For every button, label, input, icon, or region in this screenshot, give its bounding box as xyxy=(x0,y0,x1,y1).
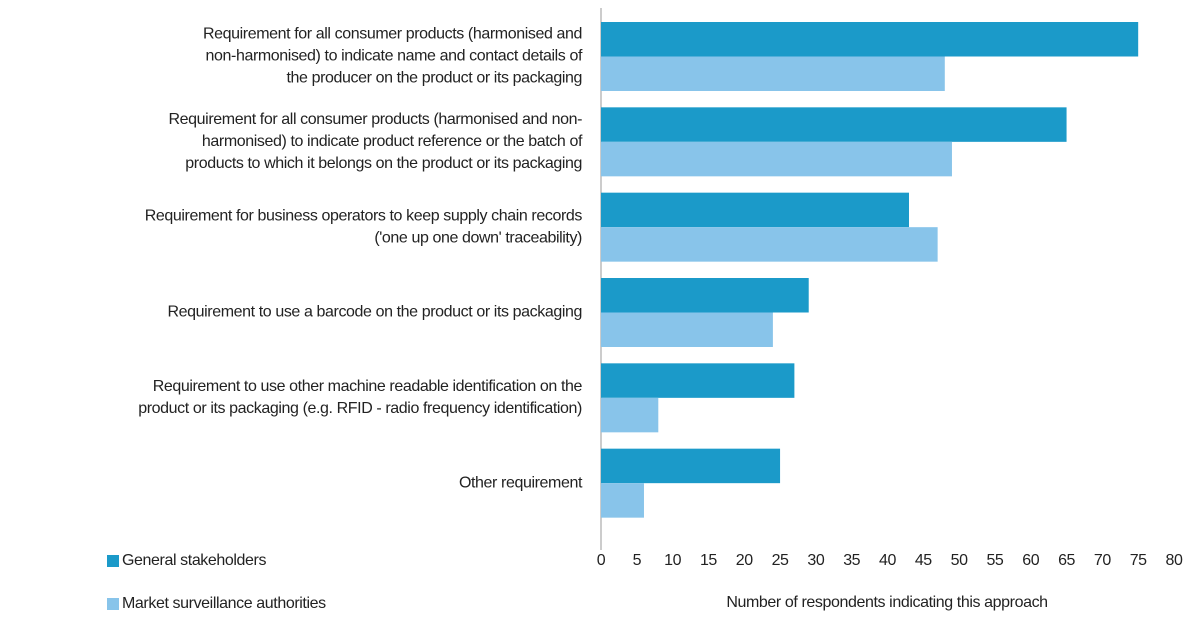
bar xyxy=(601,278,809,313)
x-tick-label: 0 xyxy=(597,552,606,569)
category-label: products to which it belongs on the prod… xyxy=(185,155,582,172)
category-label: product or its packaging (e.g. RFID - ra… xyxy=(138,400,582,417)
legend-swatch xyxy=(107,598,119,610)
category-label: non-harmonised) to indicate name and con… xyxy=(206,48,583,65)
category-label: ('one up one down' traceability) xyxy=(374,229,582,246)
bar xyxy=(601,448,781,484)
bar xyxy=(601,363,795,398)
x-tick-label: 65 xyxy=(1058,552,1075,569)
category-label: Requirement to use a barcode on the prod… xyxy=(168,304,583,321)
x-tick-label: 50 xyxy=(951,552,968,569)
x-tick-label: 75 xyxy=(1130,552,1147,569)
category-label: the producer on the product or its packa… xyxy=(287,70,583,87)
legend-label: Market surveillance authorities xyxy=(122,595,326,612)
legend-label: General stakeholders xyxy=(122,552,266,569)
bar xyxy=(601,312,773,347)
category-label: Requirement for business operators to ke… xyxy=(145,207,583,224)
x-tick-label: 15 xyxy=(700,552,717,569)
x-tick-label: 25 xyxy=(772,552,789,569)
legend-swatch xyxy=(107,555,119,567)
x-tick-label: 70 xyxy=(1094,552,1111,569)
x-tick-label: 45 xyxy=(915,552,932,569)
x-tick-label: 10 xyxy=(664,552,681,569)
category-label: Requirement for all consumer products (h… xyxy=(169,111,583,128)
x-tick-label: 5 xyxy=(633,552,642,569)
x-tick-label: 35 xyxy=(843,552,860,569)
x-tick-label: 80 xyxy=(1166,552,1183,569)
bar xyxy=(601,397,659,433)
x-tick-label: 40 xyxy=(879,552,896,569)
bar xyxy=(601,56,945,91)
bar xyxy=(601,227,938,262)
x-tick-label: 20 xyxy=(736,552,753,569)
category-label: Requirement to use other machine readabl… xyxy=(153,378,583,395)
x-tick-label: 55 xyxy=(986,552,1003,569)
bar xyxy=(601,141,952,177)
x-tick-label: 30 xyxy=(807,552,824,569)
bar xyxy=(601,192,909,228)
bar xyxy=(601,483,644,518)
category-label: Requirement for all consumer products (h… xyxy=(203,26,582,43)
bar xyxy=(601,107,1067,142)
bar xyxy=(601,22,1139,57)
category-label: Other requirement xyxy=(459,474,583,491)
category-label: harmonised) to indicate product referenc… xyxy=(202,133,583,150)
x-axis-title: Number of respondents indicating this ap… xyxy=(726,594,1047,611)
x-tick-label: 60 xyxy=(1022,552,1039,569)
